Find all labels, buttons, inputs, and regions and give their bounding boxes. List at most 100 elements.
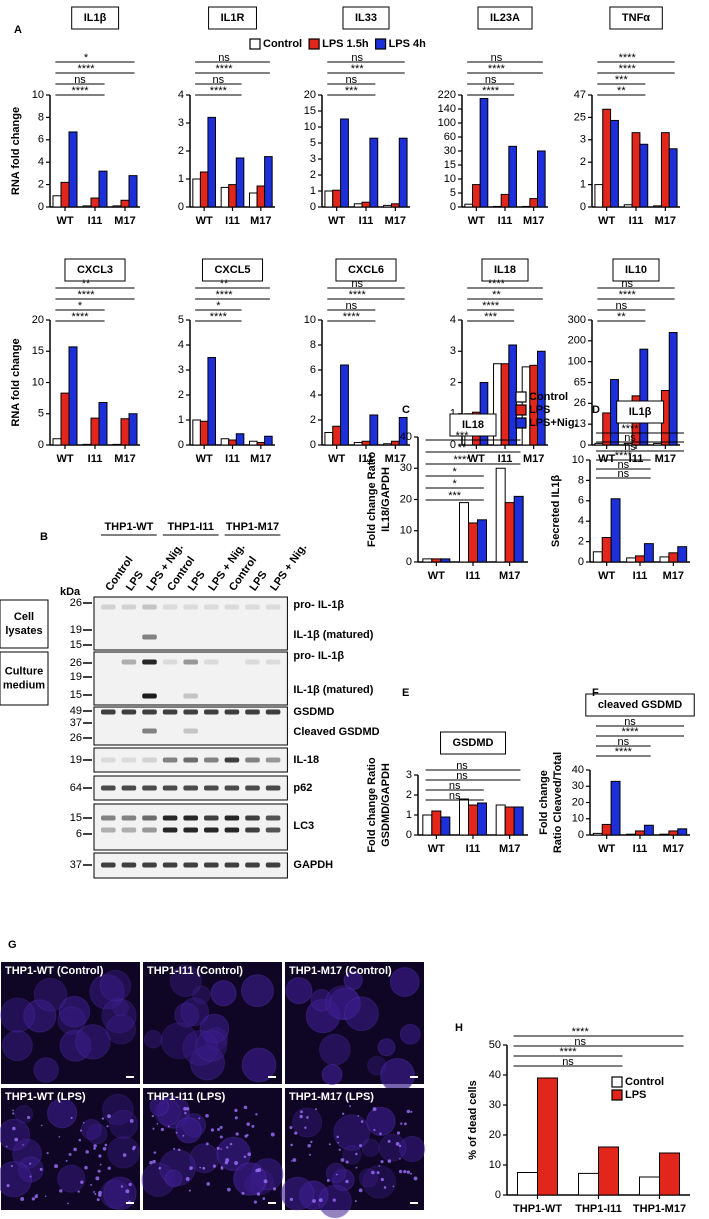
title-box — [481, 258, 529, 282]
bar — [493, 205, 502, 208]
cell — [75, 1024, 111, 1060]
bar — [653, 205, 662, 208]
cell — [241, 1047, 277, 1083]
y-tick-label: 0 — [178, 439, 184, 451]
speckle — [20, 1197, 25, 1201]
bar — [653, 442, 662, 446]
y-tick-label: 4 — [38, 156, 44, 168]
bar — [659, 556, 670, 563]
significance-label: ns — [449, 790, 461, 802]
bar — [459, 502, 469, 563]
speckle — [387, 1139, 391, 1143]
panel-letter: C — [402, 404, 410, 416]
chart-title: IL1R — [221, 12, 245, 24]
speckle — [380, 1160, 384, 1164]
micrograph: THP1-M17 (Control) — [285, 962, 424, 1093]
legend-label: LPS 4h — [389, 38, 427, 50]
speckle — [398, 1144, 402, 1148]
y-tick-label: 5 — [450, 187, 456, 199]
blot-band — [224, 709, 240, 715]
y-tick-label: 60 — [444, 131, 456, 143]
speckle — [29, 1175, 32, 1178]
blot-band — [183, 785, 198, 791]
bar — [626, 833, 637, 836]
y-tick-label: 0 — [450, 201, 456, 213]
speckle — [318, 1198, 323, 1203]
chart-title: CXCL6 — [348, 264, 384, 276]
marker-label: 19 — [70, 624, 82, 636]
title-box — [585, 693, 695, 717]
bar — [602, 412, 612, 446]
significance-label: ns — [346, 300, 358, 312]
blot-band — [204, 815, 219, 821]
speckle — [307, 1143, 311, 1148]
y-tick-label: 2 — [580, 156, 586, 168]
bar — [440, 816, 451, 836]
significance-label: *** — [345, 85, 359, 97]
blot-band — [162, 659, 178, 665]
speckle — [262, 1197, 266, 1200]
x-tick-label: WT — [328, 215, 345, 227]
speckle — [90, 1183, 93, 1186]
blot-band — [142, 659, 157, 665]
legend-swatch — [515, 391, 527, 403]
speckle — [294, 1131, 298, 1135]
significance-label: **** — [488, 278, 506, 290]
title-box — [342, 6, 390, 30]
blot-band — [142, 785, 157, 791]
x-tick-label: M17 — [250, 215, 271, 227]
speckle — [95, 1176, 100, 1181]
cell — [199, 1013, 230, 1044]
speckle — [241, 1191, 245, 1195]
blot-band — [265, 757, 281, 763]
x-tick-label: M17 — [250, 453, 271, 465]
y-tick-label: 100 — [438, 117, 456, 129]
speckle — [256, 1192, 261, 1196]
y-tick-label: 40 — [572, 764, 584, 776]
speckle — [357, 1115, 360, 1117]
cell — [174, 1002, 200, 1028]
significance-label: ** — [220, 278, 229, 290]
y-axis-label: % of dead cells — [467, 1080, 479, 1159]
significance-label: * — [453, 478, 458, 490]
significance-label: **** — [615, 746, 633, 758]
cell — [389, 967, 420, 997]
speckle — [82, 1121, 85, 1124]
bar — [521, 205, 531, 208]
significance-label: **** — [453, 454, 471, 466]
micrograph-label: THP1-WT (Control) — [5, 965, 104, 977]
blot-strip — [93, 596, 288, 651]
blot-band — [121, 604, 137, 610]
speckle — [128, 1182, 132, 1187]
speckle — [332, 1198, 336, 1202]
panel-letter: A — [14, 24, 22, 36]
cell — [280, 1176, 315, 1211]
legend-swatch — [515, 417, 527, 429]
bar — [536, 350, 546, 446]
blot-band — [245, 659, 260, 665]
y-tick-label: 10 — [304, 314, 316, 326]
speckle — [396, 1131, 401, 1135]
blot-band — [245, 757, 260, 763]
cell — [33, 1057, 59, 1083]
speckle — [226, 1146, 229, 1149]
y-tick-label: 20 — [572, 796, 584, 808]
y-tick-label: 3 — [406, 769, 412, 781]
speckle — [132, 1147, 135, 1151]
blot-band — [245, 827, 260, 833]
cell — [189, 1045, 226, 1081]
bar — [659, 1152, 680, 1196]
speckle — [175, 1131, 178, 1134]
significance-label: ** — [617, 311, 626, 323]
significance-label: ns — [74, 74, 86, 86]
bar — [264, 435, 273, 446]
cell — [192, 985, 211, 1005]
blot-band — [121, 659, 137, 665]
y-tick-label: 25 — [574, 111, 586, 123]
y-tick-label: 4 — [178, 89, 184, 101]
blot-band — [121, 709, 137, 715]
cell — [240, 974, 274, 1008]
blot-band — [183, 659, 198, 665]
bar — [537, 1077, 558, 1196]
x-tick-label: WT — [468, 215, 485, 227]
